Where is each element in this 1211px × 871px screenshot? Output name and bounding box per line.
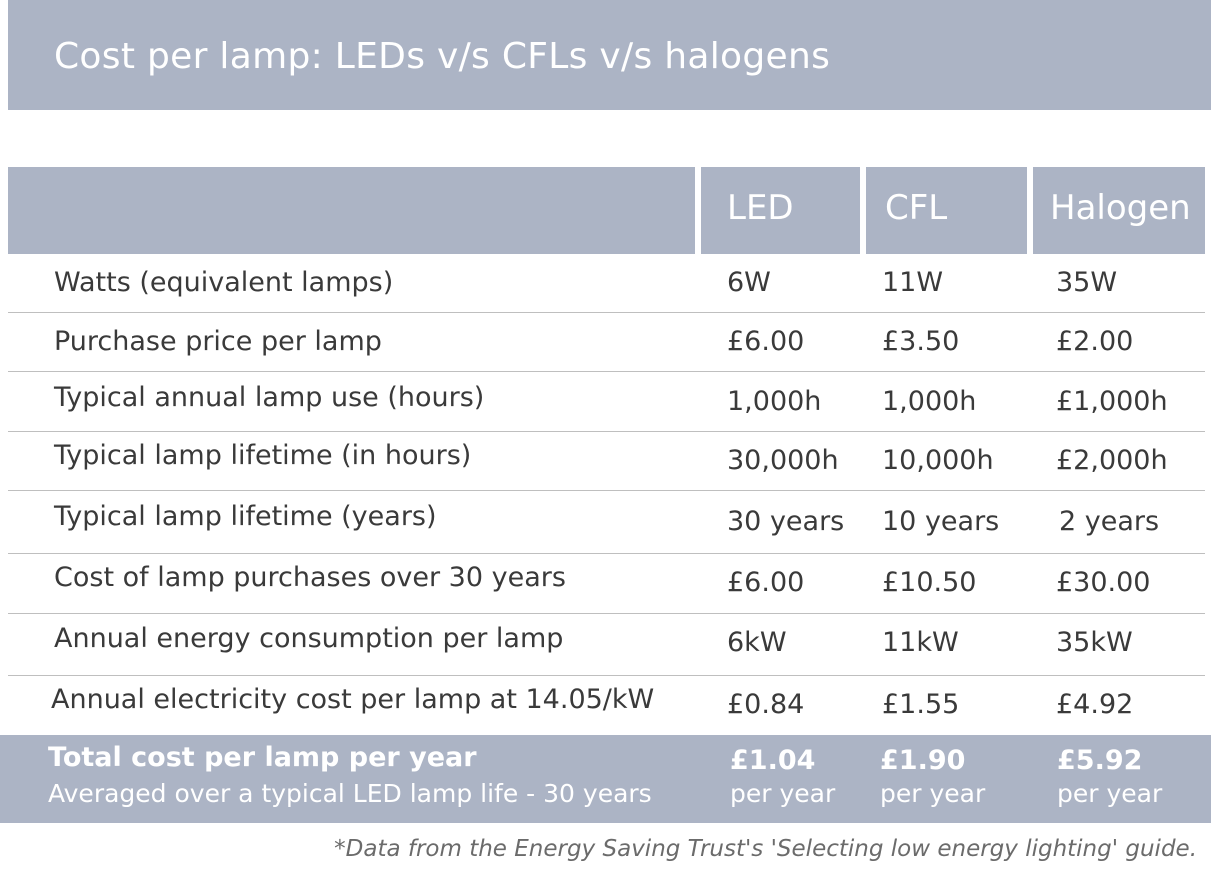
row-divider: [8, 371, 1205, 372]
total-led-unit: per year: [730, 779, 836, 808]
row-label-purchase-cost: Cost of lamp purchases over 30 years: [54, 562, 566, 593]
column-header-cfl: CFL: [885, 188, 948, 228]
header-cell-cfl: [866, 167, 1027, 254]
row-label-annual-use: Typical annual lamp use (hours): [54, 382, 485, 413]
row-divider: [8, 553, 1205, 554]
header-cell-halogen: [1033, 167, 1205, 254]
cell-led-purchase-price: £6.00: [727, 326, 805, 357]
row-label-purchase-price: Purchase price per lamp: [54, 326, 382, 357]
cell-led-electricity-cost: £0.84: [727, 689, 805, 720]
cell-cfl-energy-consumption: 11kW: [882, 627, 959, 658]
cell-cfl-watts: 11W: [882, 267, 944, 298]
row-divider: [8, 490, 1205, 491]
cell-cfl-annual-use: 1,000h: [882, 386, 977, 417]
cell-halogen-energy-consumption: 35kW: [1056, 627, 1133, 658]
total-label: Total cost per lamp per year: [48, 742, 477, 773]
row-divider: [8, 431, 1205, 432]
total-halogen-value: £5.92: [1057, 745, 1143, 776]
cell-cfl-purchase-cost: £10.50: [882, 567, 977, 598]
cell-led-lifetime-hours: 30,000h: [727, 445, 839, 476]
header-cell-empty: [8, 167, 695, 254]
cell-cfl-lifetime-hours: 10,000h: [882, 445, 994, 476]
page-title: Cost per lamp: LEDs v/s CFLs v/s halogen…: [54, 36, 831, 77]
cell-led-lifetime-years: 30 years: [727, 506, 845, 537]
header-cell-led: [701, 167, 860, 254]
row-divider: [8, 312, 1205, 313]
row-label-energy-consumption: Annual energy consumption per lamp: [54, 623, 564, 654]
cell-halogen-annual-use: £1,000h: [1056, 386, 1168, 417]
row-label-watts: Watts (equivalent lamps): [54, 267, 394, 298]
cell-halogen-purchase-price: £2.00: [1056, 326, 1134, 357]
cell-cfl-purchase-price: £3.50: [882, 326, 960, 357]
cell-led-purchase-cost: £6.00: [727, 567, 805, 598]
column-header-led: LED: [727, 188, 794, 228]
row-label-lifetime-hours: Typical lamp lifetime (in hours): [54, 440, 472, 471]
cell-halogen-watts: 35W: [1056, 267, 1118, 298]
row-divider: [8, 613, 1205, 614]
column-header-halogen: Halogen: [1050, 188, 1191, 228]
total-row: Total cost per lamp per year Averaged ov…: [0, 735, 1211, 823]
row-label-lifetime-years: Typical lamp lifetime (years): [54, 501, 437, 532]
cell-led-energy-consumption: 6kW: [727, 627, 787, 658]
cell-halogen-lifetime-hours: £2,000h: [1056, 445, 1168, 476]
total-led-value: £1.04: [730, 745, 816, 776]
cell-cfl-electricity-cost: £1.55: [882, 689, 960, 720]
cell-led-annual-use: 1,000h: [727, 386, 822, 417]
cell-halogen-electricity-cost: £4.92: [1056, 689, 1134, 720]
title-bar: Cost per lamp: LEDs v/s CFLs v/s halogen…: [8, 0, 1211, 110]
cell-halogen-purchase-cost: £30.00: [1056, 567, 1151, 598]
total-halogen-unit: per year: [1057, 779, 1163, 808]
total-cfl-unit: per year: [880, 779, 986, 808]
cell-halogen-lifetime-years: 2 years: [1059, 506, 1160, 537]
cell-led-watts: 6W: [727, 267, 771, 298]
cell-cfl-lifetime-years: 10 years: [882, 506, 1000, 537]
total-sublabel: Averaged over a typical LED lamp life - …: [48, 779, 652, 808]
row-divider: [8, 675, 1205, 676]
footnote: *Data from the Energy Saving Trust's 'Se…: [334, 836, 1197, 862]
row-label-electricity-cost: Annual electricity cost per lamp at 14.0…: [51, 684, 655, 715]
total-cfl-value: £1.90: [880, 745, 966, 776]
